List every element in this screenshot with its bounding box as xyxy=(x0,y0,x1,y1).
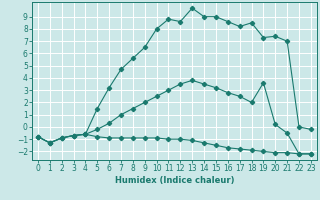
X-axis label: Humidex (Indice chaleur): Humidex (Indice chaleur) xyxy=(115,176,234,185)
